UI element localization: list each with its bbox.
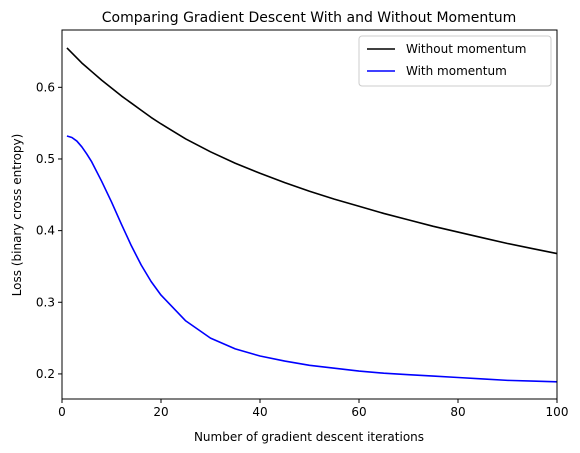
series-layer [66,47,558,383]
legend-box [358,35,552,87]
y-axis-label: Loss (binary cross entropy) [10,134,24,297]
y-tick-label: 0.3 [36,295,55,309]
y-tick-label: 0.2 [36,367,55,381]
y-tick-label: 0.6 [36,80,55,94]
legend-label-without-momentum: Without momentum [406,42,526,56]
series-line-with-momentum [66,135,558,383]
legend: Without momentum With momentum [358,35,552,87]
y-tick-label: 0.4 [36,224,55,238]
y-tick-label: 0.5 [36,152,55,166]
x-axis-label: Number of gradient descent iterations [194,430,424,444]
x-tick-label: 0 [58,405,66,419]
y-axis-ticks: 0.2 0.3 0.4 0.5 0.6 [36,80,62,381]
legend-label-with-momentum: With momentum [406,64,507,78]
x-tick-label: 60 [351,405,366,419]
plot-frame [61,29,558,400]
x-tick-label: 100 [546,405,569,419]
x-tick-label: 80 [450,405,465,419]
x-axis-ticks: 0 20 40 60 80 100 [58,399,568,419]
plot-area [62,30,557,399]
chart-title: Comparing Gradient Descent With and With… [102,10,516,26]
x-tick-label: 20 [153,405,168,419]
series-line-without-momentum [66,47,558,255]
x-tick-label: 40 [252,405,267,419]
